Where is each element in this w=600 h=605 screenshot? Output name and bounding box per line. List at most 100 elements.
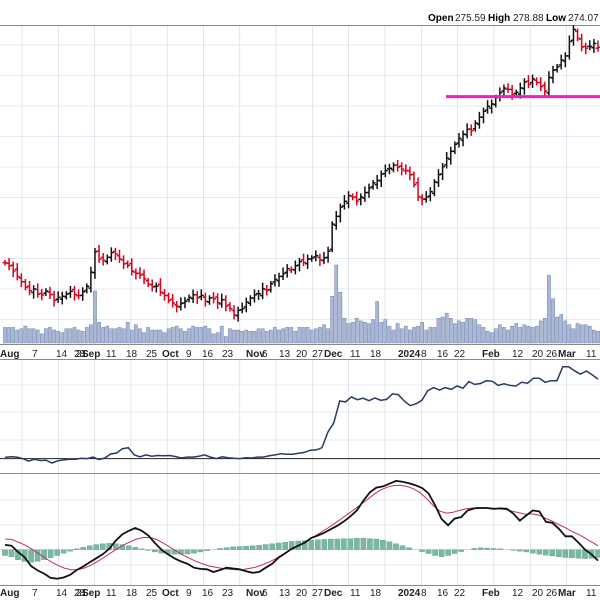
x-axis-tick-label: 18 [370,349,382,360]
macd-histogram-bar [380,540,385,549]
volume-bar [531,327,534,343]
volume-bar [85,327,88,343]
volume-bar [110,329,113,343]
volume-bars [3,265,599,343]
volume-bar [400,329,403,343]
volume-bar [404,326,407,343]
price-bar [64,291,69,299]
price-bar [501,85,506,97]
volume-bar [502,327,505,343]
x-axis-tick-label: 18 [126,349,138,360]
price-bar [366,184,371,198]
price-bar [92,248,97,279]
macd-histogram-bar [270,544,275,550]
macd-histogram-bar [341,539,346,550]
macd-panel [0,481,600,579]
price-bars [3,25,600,322]
volume-bar [97,322,100,343]
volume-bar [519,327,522,343]
macd-histogram-bar [432,550,437,556]
volume-bar [192,326,195,343]
x-axis-tick-label: Oct [162,349,179,360]
volume-bar [318,327,321,343]
price-bar [391,162,396,172]
volume-bar [322,325,325,343]
macd-histogram-bar [198,550,203,552]
volume-bar [40,334,43,343]
volume-bar [294,331,297,343]
volume-bar [527,326,530,343]
open-value: 275.59 [455,13,486,24]
volume-bar [126,322,129,343]
volume-bar [380,322,383,343]
volume-bar [421,322,424,343]
macd-histogram-bar [361,538,366,549]
volume-bar [179,329,182,343]
price-bar [117,250,122,263]
macd-histogram-bar [550,550,555,556]
volume-bar [261,329,264,343]
macd-histogram-bar [374,539,379,550]
price-bar [31,285,36,298]
volume-bar [576,324,579,344]
volume-bar [241,331,244,343]
macd-histogram-bar [283,542,288,549]
macd-histogram-bar [569,550,574,558]
volume-bar [69,329,72,343]
x-axis-tick-label: Sep [82,588,100,599]
x-axis-tick-label: 22 [454,349,466,360]
volume-bar [200,327,203,343]
macd-histogram-bar [126,546,131,550]
volume-bar [416,326,419,343]
price-bar [411,171,416,187]
price-bar [252,289,257,302]
macd-histogram-bar [530,550,535,554]
volume-bar [281,329,284,343]
volume-bar [396,324,399,344]
macd-histogram-bar [28,550,33,563]
price-bar [88,267,93,293]
x-axis-tick-label: 13 [279,349,291,360]
volume-bar [556,317,559,343]
x-axis-tick-label: 11 [586,349,597,360]
volume-bar [306,327,309,343]
low-value: 274.07 [568,13,599,24]
price-bar [182,297,187,308]
macd-histogram-bar [100,544,105,550]
macd-histogram-bar [244,546,249,550]
volume-bar [560,314,563,343]
price-bar [240,303,245,314]
volume-bar [138,329,141,343]
price-bar [538,77,543,91]
volume-bar [102,327,105,343]
x-axis-tick-label: 9 [186,349,192,360]
volume-bar [196,327,199,343]
volume-bar [32,329,35,343]
volume-bar [151,330,154,343]
volume-bar [73,327,76,343]
price-bar [436,169,441,187]
volume-bar [478,325,481,343]
x-axis-tick-label: Feb [482,588,500,599]
volume-bar [564,321,567,343]
volume-bar [543,318,546,343]
volume-bar [343,318,346,343]
high-value: 278.88 [513,13,544,24]
volume-bar [253,331,256,343]
volume-bar [449,318,452,343]
volume-bar [371,320,374,343]
x-axis-tick-label: Aug [0,588,19,599]
macd-histogram-bar [2,550,7,556]
volume-bar [65,329,68,343]
volume-bar [114,329,117,343]
macd-histogram-bar [563,550,568,558]
x-axis-tick-label: 6 [262,588,268,599]
macd-histogram-bar [393,544,398,550]
volume-bar [572,329,575,343]
x-axis-tick-label: 27 [312,588,324,599]
macd-histogram-bar [55,550,60,556]
volume-bar [183,331,186,343]
volume-bar [134,325,137,343]
